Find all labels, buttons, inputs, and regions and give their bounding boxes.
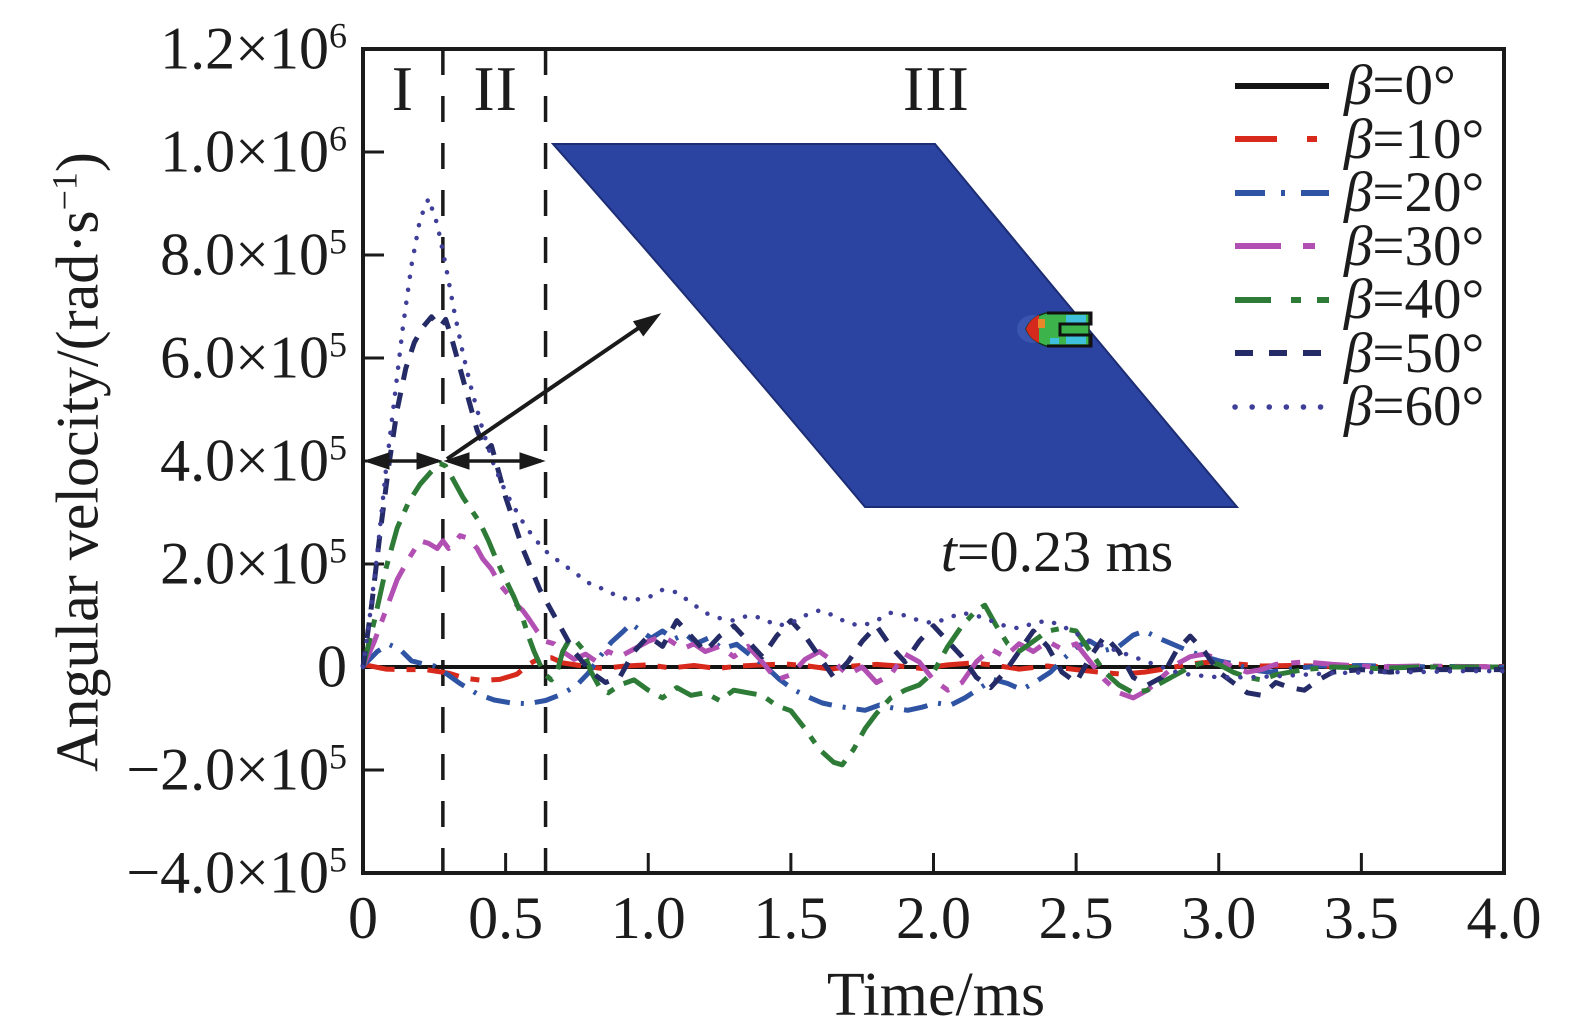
stage2-left-arrowhead [443, 452, 470, 470]
projectile-cyan-patch-bottom [1066, 335, 1086, 344]
legend-line-sample [1232, 404, 1332, 410]
legend-line-sample [1235, 82, 1329, 89]
series-curve-beta-10 [362, 655, 1505, 683]
y-tick-label: −4.0×105 [126, 839, 347, 906]
inset-callout-arrow [445, 313, 662, 461]
region-label-I: I [391, 53, 415, 124]
region-label-III: III [902, 53, 970, 124]
y-tick-label: 1.2×106 [160, 15, 347, 82]
y-axis-title: Angular velocity/(rad·s−1) [44, 152, 113, 772]
series-curve-beta-40 [360, 461, 1504, 768]
projectile-cyan-patch-small [1050, 338, 1059, 344]
inset-time-symbol: t [940, 519, 957, 584]
legend-label: β=50° [1344, 321, 1485, 385]
y-axis-title-text: Angular velocity/(rad·s [44, 210, 111, 772]
y-tick-label: 0 [317, 633, 347, 700]
region-label-II: II [473, 53, 518, 124]
y-tick-label: 8.0×105 [160, 221, 347, 288]
legend-label: β=20° [1344, 161, 1485, 225]
legend-row-beta-30: β=30° [1232, 215, 1484, 278]
series-curves [360, 196, 1507, 768]
x-tick-label: 2.0 [896, 885, 971, 951]
y-tick-label: −2.0×105 [126, 736, 347, 803]
legend-line-sample [1235, 243, 1329, 250]
projectile-bracket-outline [1047, 311, 1093, 348]
y-tick-label: 2.0×105 [160, 530, 347, 597]
legend-row-beta-10: β=10° [1232, 108, 1484, 171]
projectile-cyan-patch-top [1066, 315, 1086, 324]
y-tick-label: 4.0×105 [160, 427, 347, 494]
x-axis-title: Time/ms [826, 961, 1046, 1029]
callout-arrowhead [632, 313, 662, 337]
legend-line-sample [1235, 189, 1329, 196]
legend-line-sample [1235, 136, 1329, 143]
legend-row-beta-50: β=50° [1232, 322, 1484, 385]
legend-line-sample [1235, 296, 1329, 303]
legend: β=0° β=10° β=20° β=30° β=40° β=50° β=60° [1232, 54, 1484, 438]
series-curve-beta-20 [361, 621, 1505, 713]
projectile-impact-blob [1017, 311, 1093, 348]
inset-simulation-snapshot [550, 143, 1240, 508]
legend-label: β=30° [1344, 214, 1485, 278]
y-axis-title-close: ) [44, 152, 111, 173]
stage1-right-arrowhead [416, 452, 443, 470]
stage2-right-arrowhead [519, 452, 546, 470]
x-tick-label: 3.5 [1323, 885, 1399, 951]
x-tick-label: 4.0 [1466, 885, 1542, 951]
legend-label: β=40° [1344, 268, 1485, 332]
legend-line-sample [1235, 350, 1329, 357]
x-tick-label: 3.0 [1181, 885, 1257, 951]
x-tick-label: 0.5 [468, 885, 544, 951]
legend-row-beta-40: β=40° [1232, 268, 1484, 331]
legend-label: β=10° [1344, 107, 1485, 171]
legend-row-beta-60: β=60° [1232, 375, 1484, 438]
target-plate-shape [550, 143, 1240, 508]
stage-span-arrows [363, 452, 546, 470]
callout-line [445, 325, 642, 461]
x-tick-label: 1.5 [753, 885, 829, 951]
inset-time-label: t=0.23 ms [941, 518, 1174, 585]
projectile-tip [1026, 315, 1039, 343]
legend-label: β=60° [1344, 375, 1485, 439]
x-tick-label: 0 [348, 885, 378, 951]
legend-row-beta-0: β=0° [1232, 54, 1484, 117]
y-axis-title-sup: −1 [44, 172, 85, 211]
stage1-left-arrowhead [363, 452, 390, 470]
x-tick-label: 2.5 [1038, 885, 1114, 951]
series-curve-beta-50 [360, 314, 1504, 698]
legend-label: β=0° [1344, 54, 1456, 118]
legend-row-beta-20: β=20° [1232, 161, 1484, 224]
series-curve-beta-30 [360, 533, 1505, 701]
x-tick-label: 1.0 [610, 885, 686, 951]
y-tick-label: 6.0×105 [160, 324, 347, 391]
projectile-accent-patch [1038, 319, 1045, 328]
inset-time-value: =0.23 ms [956, 519, 1174, 584]
y-tick-label: 1.0×106 [160, 118, 347, 185]
